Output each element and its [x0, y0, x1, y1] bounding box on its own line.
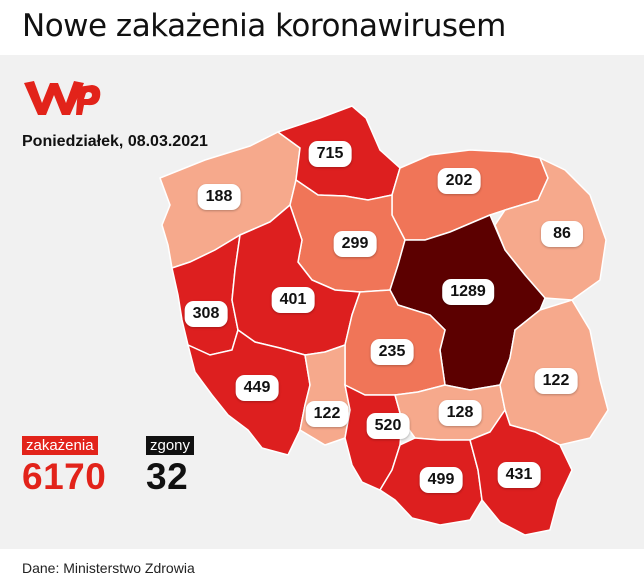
badge-opolskie: 122 [305, 401, 349, 427]
wp-logo-p-icon [76, 85, 101, 115]
badge-pomorskie: 715 [308, 141, 352, 167]
source-note: Dane: Ministerstwo Zdrowia [22, 560, 195, 576]
deaths-label: zgony [146, 436, 195, 455]
cases-label: zakażenia [22, 436, 98, 455]
badge-lodzkie: 235 [370, 339, 414, 365]
badge-malopolskie: 499 [419, 467, 463, 493]
header: Nowe zakażenia koronawirusem [0, 0, 644, 55]
date-label: Poniedziałek, 08.03.2021 [22, 133, 208, 150]
badge-kujawsko-pomorskie: 299 [333, 231, 377, 257]
badge-dolnoslaskie: 449 [235, 375, 279, 401]
wp-logo [24, 81, 101, 115]
badge-lubelskie: 122 [534, 368, 578, 394]
badge-lubuskie: 308 [184, 301, 228, 327]
region-opolskie [299, 343, 351, 446]
page-title: Nowe zakażenia koronawirusem [22, 8, 506, 44]
badge-wielkopolskie: 401 [271, 287, 315, 313]
badge-slaskie: 520 [366, 413, 410, 439]
wp-logo-w-icon [24, 81, 84, 115]
badge-zachodniopomorskie: 188 [197, 184, 241, 210]
footer: Dane: Ministerstwo Zdrowia [0, 549, 644, 587]
deaths-value: 32 [146, 456, 189, 497]
badge-swietokrzyskie: 128 [438, 400, 482, 426]
badge-mazowieckie: 1289 [442, 279, 494, 305]
badge-warminsko-mazurskie: 202 [437, 168, 481, 194]
badge-podkarpackie: 431 [497, 462, 541, 488]
cases-value: 6170 [22, 456, 107, 497]
badge-podlaskie: 86 [541, 221, 583, 247]
